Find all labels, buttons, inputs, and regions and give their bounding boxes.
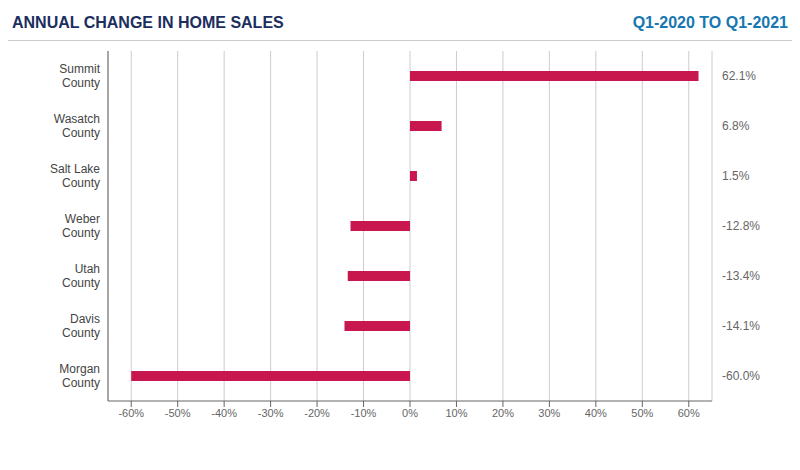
svg-text:50%: 50% xyxy=(631,407,653,419)
svg-text:-12.8%: -12.8% xyxy=(722,219,760,233)
svg-text:-50%: -50% xyxy=(165,407,191,419)
svg-text:20%: 20% xyxy=(492,407,514,419)
svg-text:62.1%: 62.1% xyxy=(722,69,756,83)
svg-text:0%: 0% xyxy=(402,407,418,419)
svg-text:-14.1%: -14.1% xyxy=(722,319,760,333)
svg-text:WeberCounty: WeberCounty xyxy=(62,212,100,240)
svg-text:DavisCounty: DavisCounty xyxy=(62,312,100,340)
svg-text:UtahCounty: UtahCounty xyxy=(62,262,100,290)
svg-text:MorganCounty: MorganCounty xyxy=(59,362,100,390)
svg-text:Salt LakeCounty: Salt LakeCounty xyxy=(50,162,100,190)
svg-text:-60%: -60% xyxy=(118,407,144,419)
svg-text:1.5%: 1.5% xyxy=(722,169,750,183)
svg-text:30%: 30% xyxy=(538,407,560,419)
svg-text:40%: 40% xyxy=(585,407,607,419)
svg-text:6.8%: 6.8% xyxy=(722,119,750,133)
html-text:ANNUAL CHANGE IN HOME SALES: ANNUAL CHANGE IN HOME SALES xyxy=(12,14,284,31)
svg-text:-60.0%: -60.0% xyxy=(722,369,760,383)
svg-text:10%: 10% xyxy=(445,407,467,419)
svg-text:60%: 60% xyxy=(678,407,700,419)
svg-text:-30%: -30% xyxy=(258,407,284,419)
svg-text:-40%: -40% xyxy=(211,407,237,419)
html-text:Q1-2020 TO Q1-2021: Q1-2020 TO Q1-2021 xyxy=(632,14,788,31)
svg-text:-10%: -10% xyxy=(351,407,377,419)
svg-text:-13.4%: -13.4% xyxy=(722,269,760,283)
svg-text:WasatchCounty: WasatchCounty xyxy=(54,112,100,140)
svg-text:-20%: -20% xyxy=(304,407,330,419)
svg-text:SummitCounty: SummitCounty xyxy=(59,62,100,90)
